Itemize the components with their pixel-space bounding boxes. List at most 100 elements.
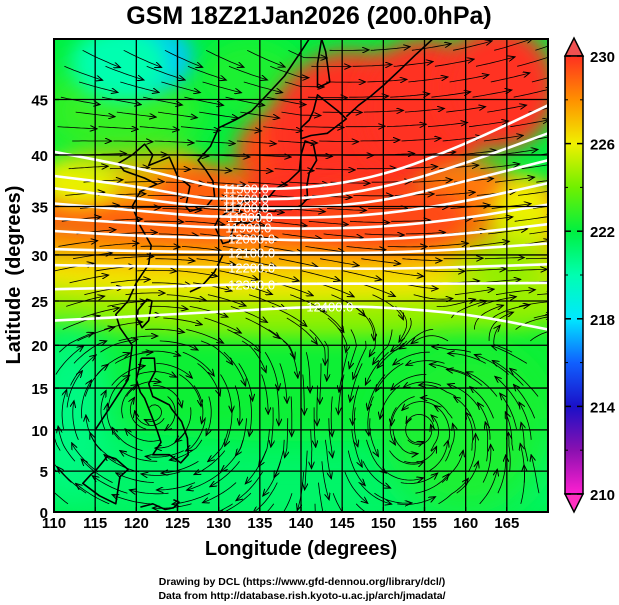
streamline [261,374,269,415]
streamline [236,141,276,144]
streamline [404,446,436,464]
streamline [143,96,182,105]
streamline [494,39,533,51]
streamline [329,50,370,51]
streamline [307,97,348,98]
streamline [390,94,430,97]
streamline [155,259,195,261]
streamline [187,65,226,80]
streamline [72,443,99,473]
streamline [289,182,329,184]
streamline [116,473,154,483]
streamline [517,56,548,67]
streamline [260,270,300,281]
x-tick-label: 120 [124,515,149,532]
streamline [248,182,288,185]
streamline [406,413,435,430]
streamline [402,401,438,411]
x-tick-label: 165 [494,515,519,532]
streamline [434,59,474,67]
x-tick-label: 125 [165,515,190,532]
streamline [360,140,400,141]
streamline [196,258,236,265]
colorbar-tick-label: 210 [590,487,615,504]
streamline [403,381,442,388]
y-tick-label: 25 [31,294,48,311]
field-region [202,39,301,113]
streamline [362,461,391,488]
streamline [259,429,270,467]
streamline [529,230,548,235]
contour-label: 11700.0 [223,201,269,216]
plot-area: 11500.011600.011700.011800.011900.012000… [54,39,548,512]
streamline [531,76,548,83]
colorbar-lower-extend [563,493,585,514]
streamline [470,387,494,419]
streamline [162,209,201,211]
streamline [126,381,161,397]
streamline [189,306,228,317]
streamline [186,329,223,344]
streamline [359,482,392,505]
streamline [227,329,260,353]
streamline [182,351,214,376]
streamline [220,374,232,413]
streamline [332,493,347,512]
streamline [305,246,344,252]
streamline [431,92,470,98]
x-tick-label: 145 [330,515,355,532]
streamline [76,483,110,505]
streamline [101,390,106,430]
streamline [391,374,427,391]
streamline [112,495,151,505]
streamline [405,418,425,443]
streamline [488,229,527,235]
streamline [525,257,548,260]
streamline [355,503,367,512]
streamline [222,126,261,131]
streamline [206,182,246,185]
streamline [155,428,188,448]
streamline [431,415,439,451]
streamline [320,258,359,266]
streamline [78,81,118,92]
streamline [197,363,221,395]
coastline [300,94,348,140]
streamline [466,372,498,397]
streamline [195,141,236,144]
streamline [345,126,386,127]
streamline [372,294,404,320]
y-tick-label: 15 [31,381,48,398]
streamline [411,44,451,51]
gridlines [54,39,548,512]
streamline [385,471,423,480]
chart-title: GSM 18Z21Jan2026 (200.0hPa) [126,2,491,30]
streamline [356,168,397,169]
streamline [498,149,538,156]
streamline [353,385,360,426]
y-tick-label: 5 [40,464,48,481]
streamline [453,41,492,51]
streamline [243,81,283,93]
streamline [492,361,524,386]
streamline [54,462,72,483]
streamline [159,340,198,350]
x-axis-ticks: 110 115 120 125 130 135 140 145 150 155 160 165 [42,507,519,532]
streamline [428,243,468,246]
streamline [425,271,465,272]
streamline [373,329,393,365]
streamline [413,294,453,300]
streamline [490,73,530,83]
streamline [113,141,152,142]
streamline [147,195,188,196]
streamline [521,422,529,462]
streamline [304,127,345,128]
streamline [223,351,246,386]
streamline [454,397,476,430]
colorbar-ticks: 230 226 222 218 214 210 [565,49,616,504]
streamline [118,336,158,342]
streamline [429,364,468,375]
streamline [397,497,435,505]
streamline [349,329,357,369]
streamline [55,346,84,375]
